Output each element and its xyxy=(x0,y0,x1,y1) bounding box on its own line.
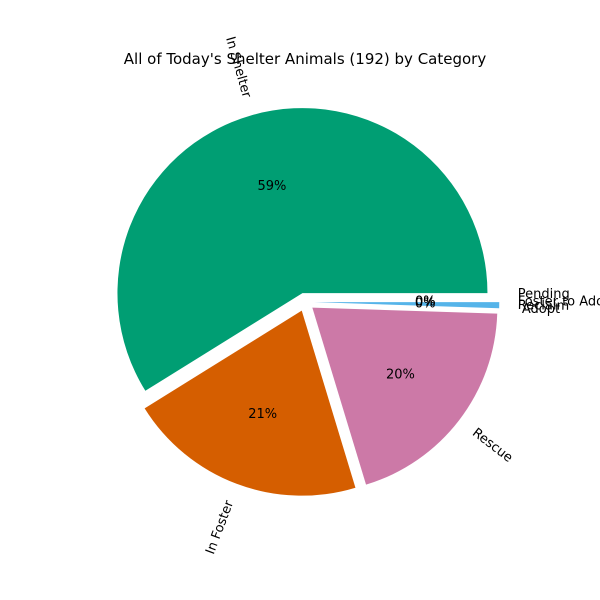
pie-slice-reclaim xyxy=(314,302,500,309)
category-label-foster-to-adopt: Foster to Adopt xyxy=(518,295,600,310)
pie-slices xyxy=(117,108,500,496)
percent-label-in-shelter: 59% xyxy=(258,179,287,194)
percent-label-pending-adopt: 0% xyxy=(415,295,436,310)
percent-label-reclaim: 0% xyxy=(415,296,436,311)
category-label-pending-adopt: Pending Adopt xyxy=(518,287,570,317)
chart-title: All of Today's Shelter Animals (192) by … xyxy=(124,50,487,68)
percent-label-foster-to-adopt: 0% xyxy=(415,295,436,310)
pie-slice-rescue xyxy=(312,307,498,485)
category-label-reclaim: Reclaim xyxy=(518,298,570,314)
pie-slice-in-shelter xyxy=(117,108,488,391)
percent-label-rescue: 20% xyxy=(386,368,415,383)
percent-labels: 59%21%20%0%0%0% xyxy=(248,179,435,422)
category-label-rescue: Rescue xyxy=(469,426,515,466)
category-label-in-foster: In Foster xyxy=(203,498,237,557)
pie-slice-in-foster xyxy=(144,310,356,496)
percent-label-in-foster: 21% xyxy=(248,407,277,422)
